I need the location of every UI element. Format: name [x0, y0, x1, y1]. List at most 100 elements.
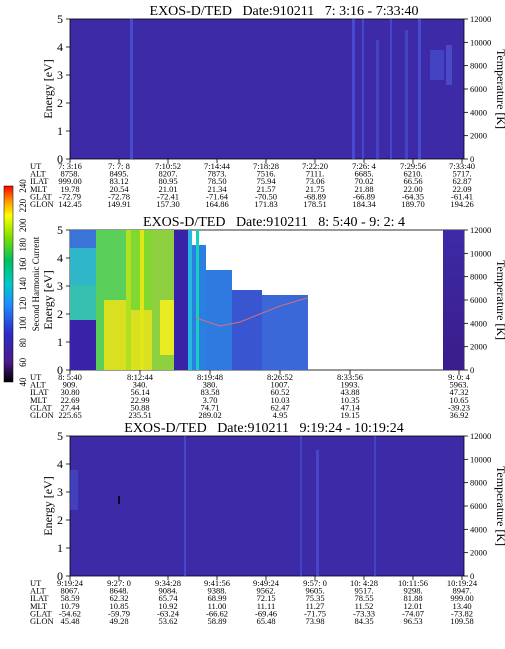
- orbit-value: 3.70: [203, 395, 218, 405]
- orbit-value: 66.56: [403, 176, 422, 186]
- orbit-value: -73.33: [353, 608, 375, 618]
- panel-3-plot-area: [69, 435, 465, 577]
- y-tick-label: 1: [57, 541, 63, 555]
- orbit-value: 8648.: [109, 586, 128, 596]
- orbit-value: 5717.: [452, 169, 471, 179]
- orbit-value: -72.41: [157, 191, 179, 201]
- y-axis-label: Energy [eV]: [41, 59, 55, 118]
- orbit-value: 10.92: [158, 601, 177, 611]
- orbit-value: 62.87: [452, 176, 471, 186]
- y2-tick-label: 2000: [470, 131, 487, 141]
- orbit-value: 8067.: [60, 586, 79, 596]
- orbit-value: 9:34:28: [155, 578, 181, 588]
- orbit-value: 7873.: [207, 169, 226, 179]
- y2-axis-label: Temperature [K]: [494, 260, 505, 340]
- y2-tick-label: 0: [470, 154, 474, 164]
- orbit-value: -73.82: [451, 608, 473, 618]
- orbit-value: -54.62: [59, 608, 81, 618]
- y2-tick-label: 10000: [470, 248, 491, 258]
- orbit-value: 13.40: [452, 601, 471, 611]
- y-tick-label: 2: [57, 513, 63, 527]
- orbit-value: 7:26: 4: [352, 161, 377, 171]
- y2-tick-label: 8000: [470, 272, 487, 282]
- orbit-value: 27.44: [60, 402, 80, 412]
- y2-tick-label: 0: [470, 571, 474, 581]
- orbit-value: 22.69: [60, 395, 79, 405]
- orbit-row-label: UT: [30, 578, 42, 588]
- colorbar: 40 60 80 100 120 140 160 180 200 220 240 Second Ha…: [3, 179, 41, 387]
- colorbar-tick-label: 60: [18, 357, 28, 367]
- orbit-value: 7:22:20: [302, 161, 328, 171]
- colorbar-gradient: [3, 185, 14, 383]
- y-tick-label: 5: [57, 223, 63, 237]
- orbit-value: 22.09: [452, 184, 471, 194]
- orbit-value: 9: 0: 4: [448, 372, 470, 382]
- orbit-row-label: GLON: [30, 410, 54, 420]
- y-axis-label: Energy [eV]: [41, 270, 55, 329]
- orbit-row-label: ILAT: [30, 593, 49, 603]
- orbit-value: 109.58: [450, 616, 473, 626]
- orbit-value: 184.34: [352, 199, 376, 209]
- y2-tick-label: 6000: [470, 295, 487, 305]
- orbit-value: -64.35: [402, 191, 424, 201]
- y-tick-label: 3: [57, 485, 63, 499]
- orbit-value: 10:11:56: [398, 578, 428, 588]
- y-tick-label: 2: [57, 307, 63, 321]
- orbit-value: -66.62: [206, 608, 228, 618]
- y2-tick-label: 2000: [470, 342, 487, 352]
- panel-1: EXOS-D/TED Date:910211 7: 3:16 - 7:33:40: [69, 4, 465, 160]
- y2-tick-label: 10000: [470, 454, 491, 464]
- y-tick-label: 0: [57, 152, 63, 166]
- colorbar-tick-label: 100: [18, 316, 28, 330]
- orbit-value: 235.51: [128, 410, 151, 420]
- orbit-value: 10.85: [109, 601, 128, 611]
- orbit-value: 289.02: [198, 410, 221, 420]
- orbit-value: 8947.: [452, 586, 471, 596]
- orbit-value: 43.88: [340, 387, 359, 397]
- orbit-value: 12.01: [403, 601, 422, 611]
- orbit-row-label: GLON: [30, 199, 54, 209]
- y2-axis-label: Temperature [K]: [494, 466, 505, 546]
- y-axis-label: Energy [eV]: [41, 476, 55, 535]
- colorbar-tick-label: 240: [18, 179, 28, 193]
- orbit-value: 5963.: [449, 380, 468, 390]
- panel-1-plot-area: [69, 18, 465, 160]
- orbit-value: -68.89: [304, 191, 326, 201]
- orbit-value: 74.71: [200, 402, 219, 412]
- orbit-value: 6685.: [354, 169, 373, 179]
- orbit-value: 10: 4:28: [350, 578, 378, 588]
- orbit-value: 7:29:56: [400, 161, 426, 171]
- colorbar-ticks: 40 60 80 100 120 140 160 180 200 220 240: [18, 179, 28, 387]
- orbit-value: 7: 3:16: [58, 161, 82, 171]
- orbit-value: -71.64: [206, 191, 229, 201]
- orbit-value: 340.: [133, 380, 148, 390]
- orbit-row-label: ALT: [30, 169, 47, 179]
- y2-tick-label: 12000: [470, 431, 491, 441]
- panel-3-spectrogram-texture: [70, 436, 376, 576]
- orbit-value: 11.27: [306, 601, 325, 611]
- orbit-value: 10:19:24: [447, 578, 478, 588]
- orbit-value: 62.47: [270, 402, 289, 412]
- orbit-value: 909.: [63, 380, 78, 390]
- orbit-value: 58.59: [60, 593, 79, 603]
- orbit-value: 21.75: [305, 184, 324, 194]
- orbit-value: 7:10:52: [155, 161, 181, 171]
- colorbar-tick-label: 220: [18, 198, 28, 212]
- orbit-value: 20.54: [109, 184, 129, 194]
- orbit-value: 73.98: [305, 616, 324, 626]
- orbit-value: 9517.: [354, 586, 373, 596]
- orbit-row-label: GLAT: [30, 402, 53, 412]
- y-tick-label: 4: [57, 457, 63, 471]
- y-tick-label: 2: [57, 96, 63, 110]
- orbit-value: 81.88: [403, 593, 422, 603]
- orbit-value: 58.89: [207, 616, 226, 626]
- orbit-value: -74.07: [402, 608, 424, 618]
- orbit-row-label: MLT: [30, 395, 48, 405]
- y2-tick-label: 8000: [470, 61, 487, 71]
- orbit-value: 999.00: [450, 593, 473, 603]
- orbit-value: 83.58: [200, 387, 219, 397]
- orbit-value: -63.24: [157, 608, 180, 618]
- orbit-value: 11.00: [208, 601, 227, 611]
- orbit-value: 68.99: [207, 593, 226, 603]
